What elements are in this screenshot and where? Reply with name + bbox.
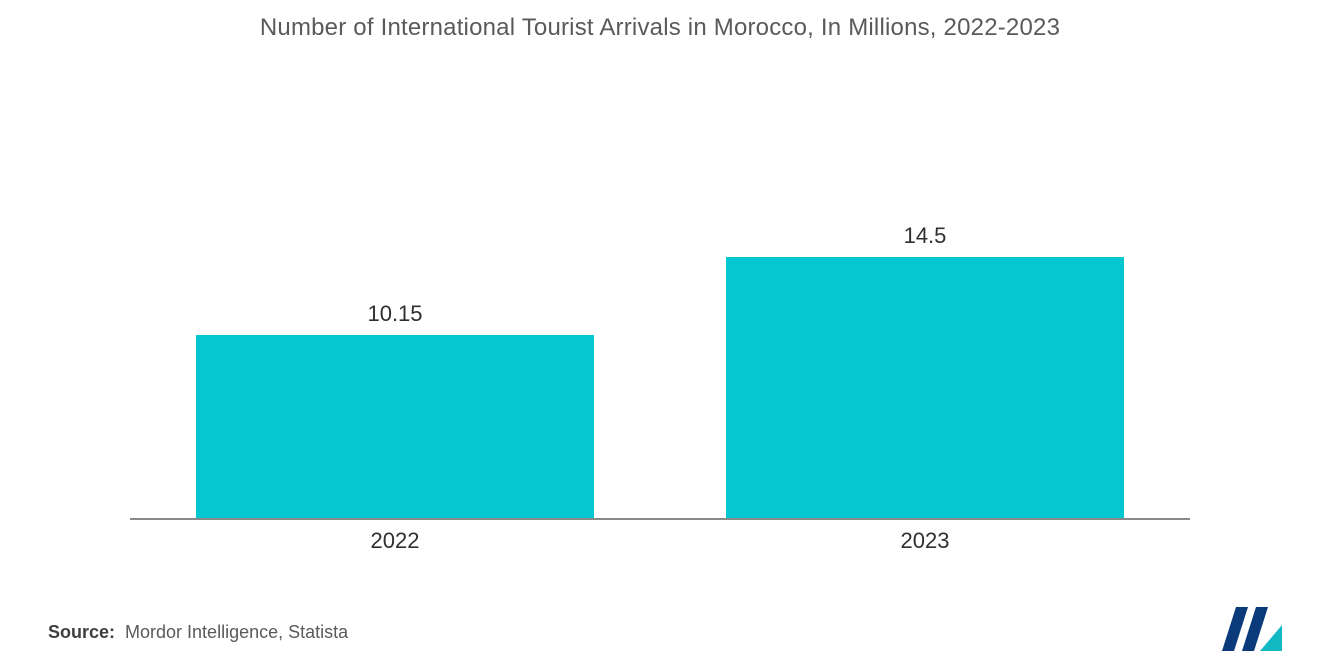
value-label-2022: 10.15 (130, 301, 660, 327)
bar-2023 (726, 257, 1124, 518)
value-label-2023: 14.5 (660, 223, 1190, 249)
source-text: Mordor Intelligence, Statista (125, 622, 348, 642)
bar-2022 (196, 335, 594, 518)
x-axis-line (130, 518, 1190, 520)
category-label-2022: 2022 (130, 528, 660, 554)
logo-bar-2 (1242, 607, 1268, 651)
brand-logo-icon (1216, 607, 1282, 651)
logo-triangle (1260, 625, 1282, 651)
source-label: Source: (48, 622, 115, 642)
chart-area: 10.15202214.52023 (130, 70, 1190, 520)
logo-bar-1 (1222, 607, 1248, 651)
category-label-2023: 2023 (660, 528, 1190, 554)
source-line: Source: Mordor Intelligence, Statista (48, 622, 348, 643)
chart-title: Number of International Tourist Arrivals… (0, 14, 1320, 42)
